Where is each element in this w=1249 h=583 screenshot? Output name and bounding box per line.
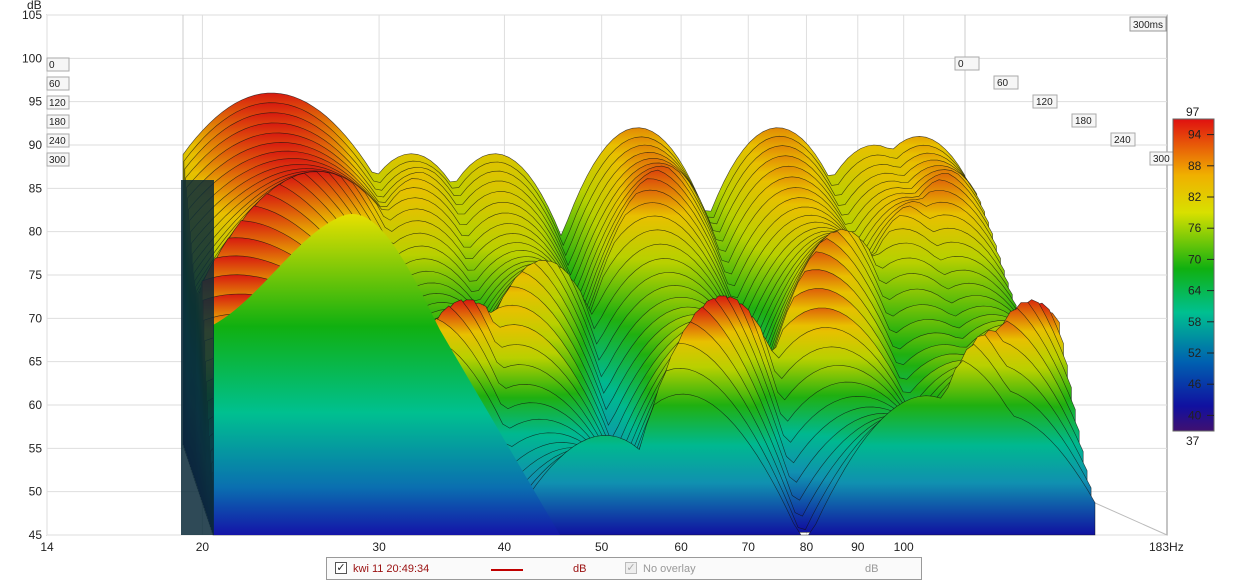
time-tick-label: 60 [997,78,1009,89]
time-tick-box [46,133,70,148]
x-end-label: 183Hz [1149,540,1184,554]
overlay-checkbox[interactable]: ✓ [625,562,637,574]
x-axis-labels: 14 20 30 40 50 60 70 80 90 100 [40,540,914,554]
time-tick-box [46,57,70,72]
time-tick-label: 120 [1036,97,1053,108]
overlay-unit: dB [865,563,879,575]
time-tick-label: 0 [958,59,964,70]
time-tick-box [1110,132,1136,147]
x-tick-label: 70 [742,540,756,554]
overlay-label: No overlay [643,563,696,575]
time-tick-label: 240 [1114,135,1131,146]
colorbar-tick-label: 40 [1188,408,1202,422]
y-tick-label: 95 [29,95,43,109]
time-tick-label: 0 [49,60,55,71]
time-tick-label: 300 [49,155,66,166]
x-tick-label: 20 [196,540,210,554]
y-tick-label: 60 [29,398,43,412]
time-tick-box [993,75,1019,90]
y-tick-label: 105 [22,8,42,22]
colorbar-tick-label: 76 [1188,221,1202,235]
y-tick-label: 45 [29,528,43,542]
y-tick-label: 75 [29,268,43,282]
time-tick-label: 120 [49,98,66,109]
colorbar-max-label: 97 [1186,105,1200,119]
time-tick-label: 180 [49,117,66,128]
colorbar-tick-label: 94 [1188,128,1202,142]
time-tick-box [1032,94,1058,109]
time-tick-label: 60 [49,79,61,90]
front-slice-face [213,213,560,536]
time-tick-box [46,95,70,110]
colorbar-tick-label: 70 [1188,252,1202,266]
y-tick-label: 55 [29,441,43,455]
colorbar-tick-label: 52 [1188,346,1202,360]
left-side-face [181,180,214,535]
y-tick-label: 65 [29,355,43,369]
x-tick-label: 30 [372,540,386,554]
time-axis-left: 0 60 120 180 240 300 [46,57,70,167]
y-tick-label: 50 [29,485,43,499]
trace-line-swatch [491,569,523,571]
time-tick-box [1071,113,1097,128]
time-tick-label: 240 [49,136,66,147]
colorbar-min-label: 37 [1186,434,1200,448]
colorbar-tick-label: 46 [1188,377,1202,391]
x-tick-label: 40 [498,540,512,554]
x-tick-label: 60 [674,540,688,554]
waterfall-plot[interactable]: 105 100 95 90 85 80 75 70 65 60 55 50 45 14 20 30 40 50 6… [0,0,1249,555]
y-axis-labels: 105 100 95 90 85 80 75 70 65 60 55 50 45 [22,8,42,542]
y-tick-label: 80 [29,225,43,239]
trace-unit: dB [573,563,587,575]
x-tick-label: 50 [595,540,609,554]
y-tick-label: 70 [29,311,43,325]
time-tick-box [954,56,980,71]
x-tick-label: 100 [894,540,914,554]
trace-name: kwi 11 20:49:34 [353,563,430,575]
colorbar: 97 37 94 88 82 76 70 64 58 52 46 40 [1172,105,1215,448]
svg-text:300ms: 300ms [1133,20,1163,31]
x-tick-label: 80 [800,540,814,554]
time-label-box: 300ms [1129,16,1167,32]
time-tick-box [46,114,70,129]
waterfall-surface [181,92,1096,536]
y-unit-label: dB [27,0,42,12]
y-tick-label: 100 [22,51,42,65]
legend-bar: ✓ kwi 11 20:49:34 dB ✓ No overlay dB [326,557,922,580]
x-tick-label: 90 [851,540,865,554]
time-tick-label: 300 [1153,154,1170,165]
y-tick-label: 85 [29,181,43,195]
x-tick-label: 14 [40,540,54,554]
y-tick-label: 90 [29,138,43,152]
trace-checkbox[interactable]: ✓ [335,562,347,574]
time-axis-right: 0 60 120 180 240 300 [954,56,1175,166]
time-tick-label: 180 [1075,116,1092,127]
time-tick-box [46,76,70,91]
colorbar-tick-label: 82 [1188,190,1202,204]
colorbar-tick-label: 64 [1188,284,1202,298]
colorbar-tick-label: 88 [1188,159,1202,173]
time-tick-box [46,152,70,167]
colorbar-tick-label: 58 [1188,315,1202,329]
